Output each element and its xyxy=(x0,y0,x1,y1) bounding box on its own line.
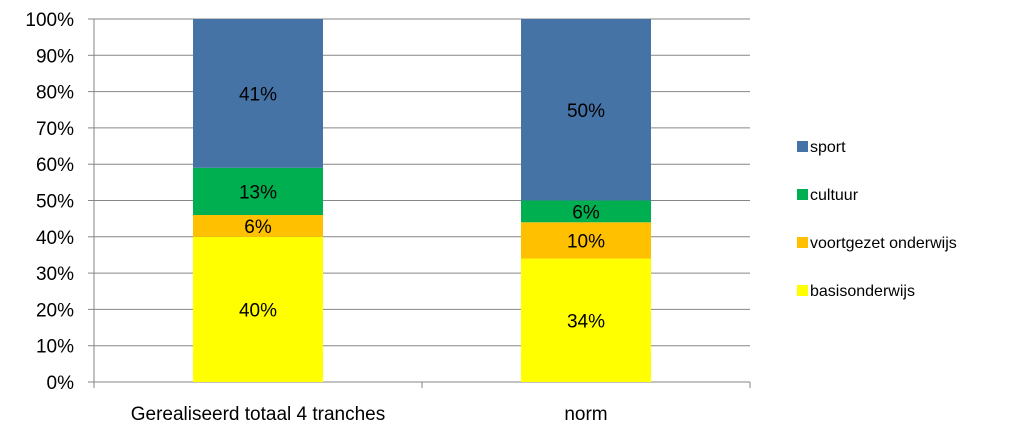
y-tick-label: 50% xyxy=(36,192,74,213)
bar-segment-voortgezet-onderwijs xyxy=(521,222,651,259)
data-label: 6% xyxy=(244,217,272,238)
y-tick-label: 30% xyxy=(36,264,74,285)
data-label: 6% xyxy=(572,202,600,223)
bar-segment-sport xyxy=(193,19,323,168)
axes: 0% 10% 20% 30% 40% 50% 60% 70% 80% 90% 100% Gereali… xyxy=(25,10,751,425)
legend-swatch xyxy=(797,189,808,200)
legend-label: voortgezet onderwijs xyxy=(810,235,957,252)
y-tick-label: 100% xyxy=(25,10,74,31)
legend-label: basisonderwijs xyxy=(810,283,915,300)
data-label: 34% xyxy=(567,311,605,332)
x-category-label: Gerealiseerd totaal 4 tranches xyxy=(131,404,386,425)
data-labels: 40% 6% 13% 41% 34% 10% 6% 50% xyxy=(239,84,605,332)
legend-swatch xyxy=(797,237,808,248)
y-tick-label: 0% xyxy=(47,373,75,394)
bar-segment-cultuur xyxy=(521,200,651,223)
bar-segment-sport xyxy=(521,19,651,201)
x-category-label: norm xyxy=(564,404,607,425)
legend-label: sport xyxy=(810,139,846,156)
bar-segment-basisonderwijs xyxy=(193,236,323,382)
data-label: 13% xyxy=(239,182,277,203)
y-tick-label: 40% xyxy=(36,228,74,249)
y-tick-label: 80% xyxy=(36,83,74,104)
data-label: 41% xyxy=(239,84,277,105)
y-tick-label: 10% xyxy=(36,337,74,358)
y-tick-label: 60% xyxy=(36,155,74,176)
gridlines xyxy=(94,18,750,383)
legend-swatch xyxy=(797,141,808,152)
legend-swatch xyxy=(797,285,808,296)
legend-label: cultuur xyxy=(810,187,859,204)
bars xyxy=(193,19,651,382)
y-tick-label: 70% xyxy=(36,119,74,140)
bar-segment-voortgezet-onderwijs xyxy=(193,215,323,237)
data-label: 40% xyxy=(239,300,277,321)
data-label: 50% xyxy=(567,101,605,122)
y-tick-label: 20% xyxy=(36,300,74,321)
data-label: 10% xyxy=(567,231,605,252)
legend: sport cultuur voortgezet onderwijs basisond… xyxy=(797,139,957,300)
y-tick-label: 90% xyxy=(36,46,74,67)
bar-segment-basisonderwijs xyxy=(521,258,651,382)
bar-segment-cultuur xyxy=(193,167,323,216)
